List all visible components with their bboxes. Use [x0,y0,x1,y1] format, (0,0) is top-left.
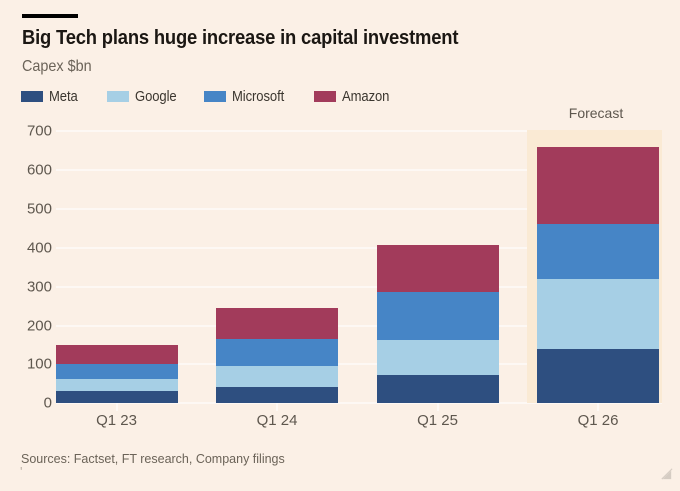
gridline-200 [56,324,662,327]
bar-segment-amazon-q1-24 [216,308,338,340]
kicker-bar [22,14,78,18]
y-axis-label-700: 700 [26,122,52,140]
gridline-0 [56,402,662,405]
bar-segment-meta-q1-25 [376,375,499,404]
legend-swatch-amazon [314,90,336,102]
legend-label: Microsoft [232,87,285,105]
bar-segment-amazon-q1-26 [537,146,659,225]
y-axis-label-600: 600 [26,161,52,179]
x-axis-label-q1-24: Q1 24 [256,412,298,429]
y-axis-label-300: 300 [26,278,52,296]
bar-segment-amazon-q1-23 [55,345,178,364]
legend-item-meta: Meta [21,87,82,105]
gridline-700 [56,130,662,132]
gridline-100 [56,363,662,366]
bar-segment-google-q1-25 [376,340,499,376]
source-note: Sources: Factset, FT research, Company f… [21,452,285,466]
bar-segment-google-q1-24 [216,365,338,387]
x-axis-tick-q1-26 [597,403,599,412]
gridline-500 [56,207,662,210]
y-axis-label-100: 100 [26,355,52,373]
bar-segment-google-q1-23 [55,379,178,391]
chart-title: Big Tech plans huge increase in capital … [22,27,459,49]
legend-swatch-google [107,90,129,102]
legend-swatch-meta [21,90,43,102]
gridline-600 [56,168,662,171]
legend-label: Meta [49,87,78,105]
gridline-300 [56,285,662,288]
legend-item-google: Google [107,87,183,105]
x-axis-label-q1-26: Q1 26 [577,412,619,429]
bar-segment-meta-q1-26 [537,348,659,404]
x-axis-label-q1-23: Q1 23 [96,412,137,429]
bar-segment-meta-q1-23 [55,390,178,404]
legend-label: Amazon [342,87,390,105]
bar-segment-microsoft-q1-23 [55,363,178,380]
bar-segment-google-q1-26 [537,278,659,349]
x-axis-label-q1-25: Q1 25 [417,412,458,429]
bar-segment-meta-q1-24 [216,386,338,404]
chart-subtitle: Capex $bn [22,58,92,75]
gridline-400 [56,246,662,249]
legend-item-amazon: Amazon [314,87,396,105]
x-axis-tick-q1-23 [115,403,118,412]
bar-segment-microsoft-q1-24 [216,339,338,366]
legend-item-microsoft: Microsoft [204,87,292,105]
x-axis-tick-q1-25 [436,403,439,412]
resize-handle-icon[interactable] [659,465,674,480]
y-axis-label-400: 400 [26,239,52,257]
bar-segment-microsoft-q1-26 [537,224,659,279]
legend-label: Google [135,87,177,105]
y-axis-label-0: 0 [43,394,52,412]
stray-mark: ' [20,464,23,479]
forecast-label: Forecast [568,105,624,121]
x-axis-tick-q1-24 [276,403,278,412]
y-axis-label-500: 500 [26,200,52,218]
y-axis-label-200: 200 [26,317,52,335]
bar-segment-microsoft-q1-25 [376,292,499,341]
bar-segment-amazon-q1-25 [376,244,499,293]
legend-swatch-microsoft [204,90,226,102]
